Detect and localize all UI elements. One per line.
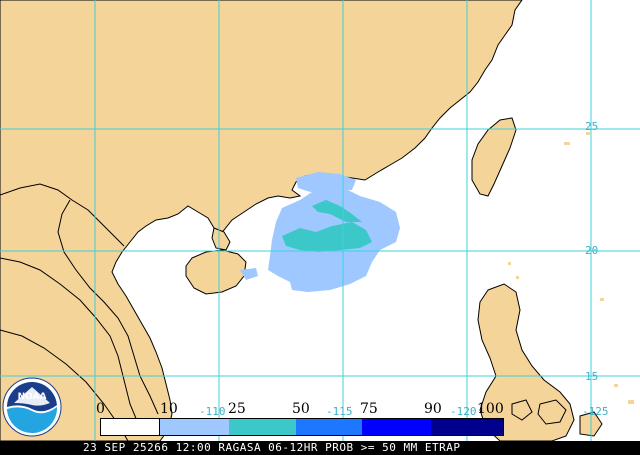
lat-label-20: 20 bbox=[585, 244, 599, 257]
legend-tick-75: 75 bbox=[360, 401, 378, 417]
lat-label-25: 25 bbox=[585, 120, 599, 133]
philippines-islands bbox=[511, 399, 603, 437]
mainland-land bbox=[0, 0, 523, 442]
taiwan-island bbox=[471, 117, 517, 197]
small-islands bbox=[508, 132, 634, 404]
prob-area-25-50 bbox=[282, 200, 372, 252]
legend-color-bar bbox=[100, 418, 504, 436]
hainan-island bbox=[185, 249, 247, 295]
legend-tick-90: 90 bbox=[424, 401, 442, 417]
noaa-logo: NOAA bbox=[2, 377, 62, 437]
legend-tick-100: 100 bbox=[477, 401, 504, 417]
noaa-logo-text: NOAA bbox=[18, 392, 47, 402]
country-border bbox=[0, 183, 159, 442]
legend-seg-25-50 bbox=[228, 419, 296, 435]
legend-tick-0: 0 bbox=[96, 401, 105, 417]
footer-caption: 23 SEP 25266 12:00 RAGASA 06-12HR PROB >… bbox=[83, 441, 461, 454]
footer-bar: 23 SEP 25266 12:00 RAGASA 06-12HR PROB >… bbox=[0, 441, 640, 455]
lon-label-115: -115 bbox=[326, 405, 353, 418]
lat-label-15: 15 bbox=[585, 370, 599, 383]
legend-tick-25: 25 bbox=[228, 401, 246, 417]
lat-lon-grid bbox=[0, 0, 640, 441]
legend-seg-50-75 bbox=[295, 419, 363, 435]
lon-label-120: -120 bbox=[450, 405, 477, 418]
lon-label-110: -110 bbox=[199, 405, 226, 418]
prob-area-10-25-north bbox=[296, 172, 356, 192]
legend-tick-10: 10 bbox=[160, 401, 178, 417]
legend-seg-0-10 bbox=[101, 419, 160, 435]
legend-tick-50: 50 bbox=[292, 401, 310, 417]
legend-seg-75-90 bbox=[362, 419, 432, 435]
lon-label-125: -125 bbox=[582, 405, 609, 418]
leizhou-peninsula bbox=[211, 227, 231, 251]
legend-seg-10-25 bbox=[159, 419, 229, 435]
legend-seg-90-100 bbox=[431, 419, 503, 435]
